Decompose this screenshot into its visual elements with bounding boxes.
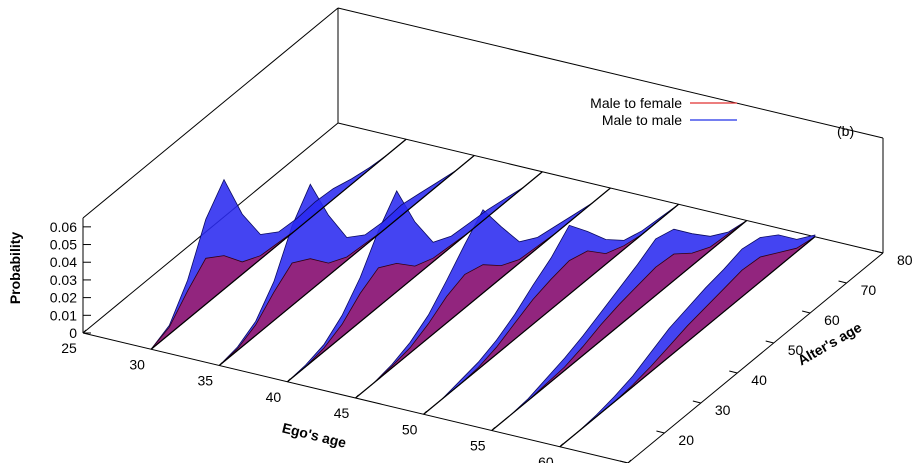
alter-tick-mark (729, 370, 738, 374)
ego-tick-label: 55 (470, 438, 486, 454)
legend-label-male-to-male: Male to male (602, 112, 682, 128)
frame-floor-right-line (627, 252, 884, 463)
z-tick-label: 0.03 (50, 272, 77, 288)
alter-tick-mark (874, 250, 884, 254)
z-tick-label: 0.01 (50, 307, 77, 323)
panel-label: (b) (837, 123, 854, 139)
ridge-ego-35 (218, 155, 475, 366)
ego-tick-label: 25 (61, 340, 77, 356)
alter-tick-mark (838, 280, 847, 284)
ego-tick-label: 30 (129, 356, 145, 372)
z-tick-label: 0.05 (50, 237, 77, 253)
tick-labels: 0 0.010.02 0.03 0.040.05 0.06 25 30 35 40 45 50 55 6… (50, 219, 913, 463)
alter-tick-mark (802, 310, 811, 314)
ego-tick-mark (355, 394, 359, 399)
ego-tick-mark (82, 329, 87, 334)
z-tick-label: 0.04 (50, 254, 77, 270)
alter-tick-label: 40 (751, 372, 767, 388)
z-tick-label: 0.06 (50, 219, 77, 235)
alter-tick-label: 50 (788, 342, 804, 358)
alter-tick-label: 70 (861, 282, 877, 298)
ridge-baseline (423, 203, 680, 415)
ridge-ego-55 (491, 220, 748, 431)
ridge-baseline (559, 236, 816, 448)
ego-tick-mark (150, 345, 155, 350)
frame-top-left-line (82, 7, 339, 219)
alter-tick-label: 20 (678, 432, 694, 448)
legend: Male to female Male to male (590, 95, 737, 128)
ridge-ego-60 (559, 234, 816, 448)
ego-tick-mark (218, 362, 223, 366)
ego-axis-title: Ego's age (280, 419, 348, 450)
ridge-ego-40 (286, 171, 543, 383)
ego-tick-mark (491, 427, 496, 431)
ridge-ego-30 (150, 138, 407, 350)
z-tick-label: 0 (69, 325, 77, 341)
z-axis-title: Probability (7, 232, 23, 305)
ego-tick-mark (287, 378, 291, 383)
ego-tick-label: 60 (538, 454, 554, 463)
legend-label-male-to-female: Male to female (590, 95, 682, 111)
ego-tick-mark (559, 443, 564, 448)
ridge-baseline (218, 155, 475, 366)
ridge-series (150, 138, 816, 448)
ridge-baseline (491, 220, 748, 431)
ridge-baseline (355, 187, 611, 399)
alter-tick-label: 60 (824, 312, 840, 328)
ego-tick-mark (423, 410, 427, 415)
ego-tick-label: 35 (197, 373, 213, 389)
ridge-ego-45 (355, 187, 611, 399)
ridge-baseline (150, 138, 407, 350)
ego-tick-label: 40 (266, 389, 282, 405)
z-tick-label: 0.02 (50, 290, 77, 306)
alter-tick-label: 30 (715, 402, 731, 418)
alter-tick-mark (692, 400, 701, 404)
ego-tick-label: 50 (402, 421, 418, 437)
alter-tick-mark (656, 430, 665, 434)
frame-top-back-line (337, 7, 884, 139)
ego-tick-label: 45 (334, 405, 350, 421)
ridge-ego-50 (423, 203, 680, 415)
alter-tick-mark (765, 340, 774, 344)
alter-tick-label: 80 (897, 252, 913, 268)
ridge-baseline (286, 171, 543, 383)
